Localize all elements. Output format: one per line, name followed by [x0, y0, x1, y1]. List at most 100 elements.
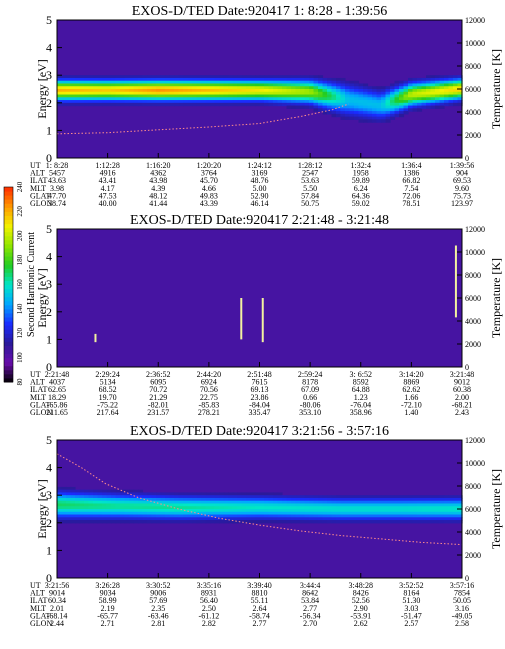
- heatmap-cell: [57, 489, 63, 494]
- heatmap-cell: [160, 492, 166, 496]
- heatmap-cell: [66, 97, 72, 101]
- y-axis-label: Energy [eV]: [35, 59, 49, 118]
- heatmap-cell: [412, 97, 418, 101]
- colorbar-tick-label: 200: [16, 230, 24, 241]
- heatmap-cell: [88, 492, 94, 496]
- heatmap-cell: [214, 500, 220, 505]
- heatmap-cell: [394, 506, 400, 510]
- heatmap-cell: [309, 105, 315, 109]
- heatmap-cell: [349, 97, 355, 101]
- heatmap-cell: [385, 509, 391, 513]
- heatmap-cell: [367, 506, 373, 510]
- heatmap-cell: [327, 100, 333, 104]
- table-cell: 2:29:24: [95, 370, 119, 379]
- y2-tick-label: 0: [465, 363, 469, 372]
- heatmap-cell: [66, 77, 72, 82]
- colorbar-swatch: [4, 373, 13, 379]
- heatmap-cell: [93, 511, 99, 516]
- heatmap-cell: [214, 89, 220, 93]
- heatmap-cell: [183, 517, 189, 521]
- table-cell: -68.14: [47, 611, 68, 620]
- heatmap-cell: [178, 520, 184, 524]
- table-cell: 48.76: [251, 176, 269, 185]
- heatmap-cell: [183, 514, 189, 518]
- heatmap-cell: [295, 102, 301, 107]
- table-row-label: GLAT: [30, 611, 51, 620]
- heatmap-cell: [309, 86, 315, 90]
- heatmap-cell: [300, 86, 306, 90]
- heatmap-cell: [318, 509, 324, 513]
- heatmap-cell: [61, 75, 67, 79]
- heatmap-cell: [309, 506, 315, 510]
- heatmap-cell: [412, 500, 418, 505]
- heatmap-cell: [282, 80, 288, 85]
- heatmap-cell: [196, 86, 202, 90]
- table-cell: 3:30:52: [146, 581, 170, 590]
- heatmap-cell: [79, 506, 85, 510]
- heatmap-cell: [286, 506, 292, 510]
- heatmap-cell: [417, 497, 423, 502]
- table-cell: 23.86: [251, 393, 269, 402]
- heatmap-cell: [385, 86, 391, 90]
- table-cell: 57.84: [301, 191, 319, 200]
- heatmap-cell: [286, 511, 292, 516]
- heatmap-cell: [201, 492, 207, 496]
- heatmap-cell: [435, 506, 441, 510]
- heatmap-cell: [358, 520, 364, 524]
- heatmap-cell: [304, 102, 310, 107]
- heatmap-cell: [237, 492, 243, 496]
- heatmap-cell: [255, 511, 261, 516]
- heatmap-cell: [336, 113, 342, 118]
- table-row-label: GLAT: [30, 400, 51, 409]
- heatmap-cell: [457, 514, 463, 518]
- heatmap-cell: [453, 86, 459, 90]
- heatmap-cell: [363, 97, 369, 101]
- heatmap-cell: [363, 111, 369, 115]
- heatmap-cell: [97, 492, 103, 496]
- heatmap-cell: [457, 75, 463, 79]
- heatmap-cell: [322, 503, 328, 507]
- heatmap-cell: [264, 492, 270, 496]
- heatmap-cell: [327, 77, 333, 82]
- heatmap-cell: [340, 514, 346, 518]
- heatmap-cell: [453, 517, 459, 521]
- heatmap-cell: [354, 108, 360, 112]
- heatmap-cell: [219, 492, 225, 496]
- heatmap-cell: [210, 497, 216, 502]
- heatmap-cell: [183, 91, 189, 96]
- heatmap-cell: [430, 97, 436, 101]
- heatmap-cell: [394, 94, 400, 98]
- heatmap-cell: [228, 495, 234, 499]
- heatmap-cell: [430, 94, 436, 98]
- heatmap-cell: [129, 511, 135, 516]
- heatmap-cell: [183, 511, 189, 516]
- heatmap-cell: [237, 86, 243, 90]
- y-tick-label: 1: [46, 332, 52, 346]
- heatmap-cell: [84, 511, 90, 516]
- heatmap-cell: [151, 89, 157, 93]
- heatmap-cell: [102, 520, 108, 524]
- heatmap-cell: [264, 503, 270, 507]
- heatmap-cell: [372, 97, 378, 101]
- table-cell: -75.22: [97, 400, 118, 409]
- heatmap-cell: [75, 83, 81, 87]
- heatmap-cell: [390, 509, 396, 513]
- heatmap-cell: [340, 77, 346, 82]
- heatmap-cell: [178, 75, 184, 79]
- heatmap-cell: [376, 509, 382, 513]
- heatmap-cell: [57, 86, 63, 90]
- heatmap-cell: [318, 105, 324, 109]
- colorbar-swatch: [4, 264, 13, 269]
- table-row-label: GLON: [30, 199, 52, 208]
- heatmap-cell: [381, 91, 387, 96]
- heatmap-cell: [183, 503, 189, 507]
- heatmap-cell: [381, 102, 387, 107]
- heatmap-cell: [318, 503, 324, 507]
- table-cell: 1:20:20: [197, 161, 221, 170]
- heatmap-cell: [120, 89, 126, 93]
- heatmap-cell: [282, 94, 288, 98]
- heatmap-cell: [111, 506, 117, 510]
- heatmap-cell: [214, 503, 220, 507]
- heatmap-cell: [345, 91, 351, 96]
- heatmap-cell: [79, 91, 85, 96]
